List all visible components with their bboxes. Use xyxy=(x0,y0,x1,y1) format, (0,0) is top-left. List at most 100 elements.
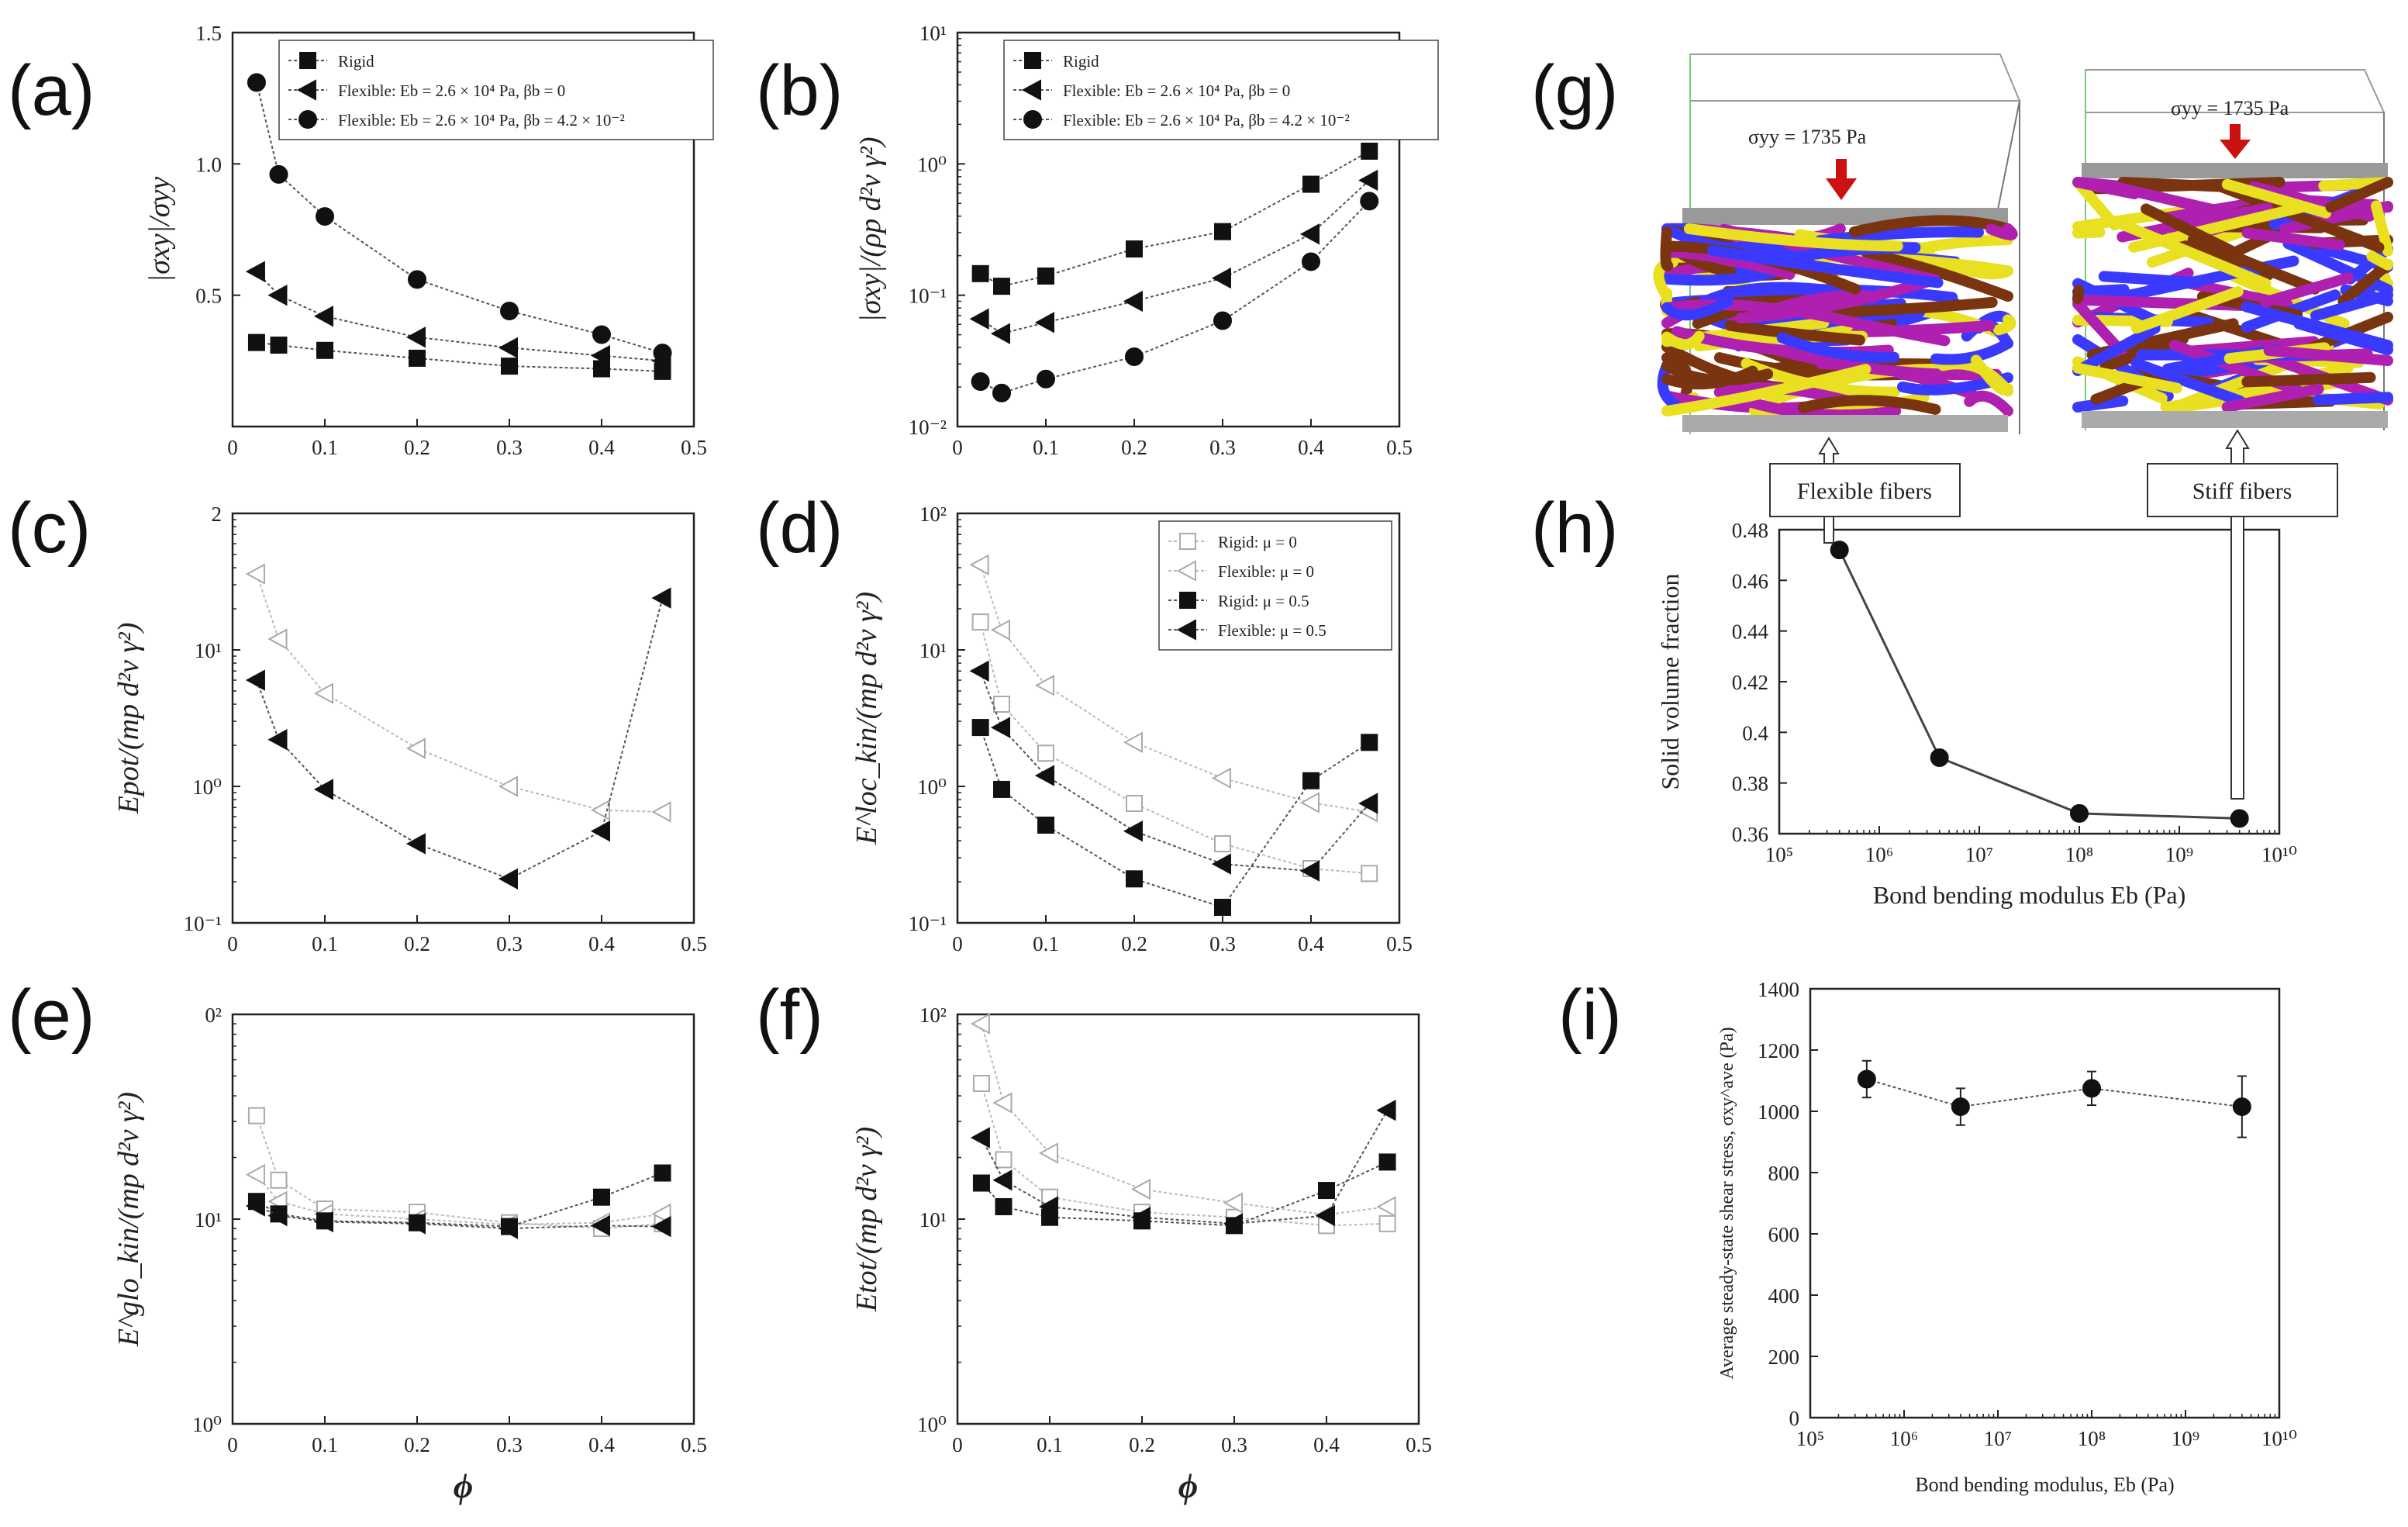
data-point xyxy=(2230,809,2249,828)
data-point xyxy=(992,1092,1013,1114)
y-tick-label: 10⁰ xyxy=(192,1413,222,1436)
fiber xyxy=(1724,320,1865,346)
series-0 xyxy=(247,333,671,380)
data-point xyxy=(408,270,426,289)
series-line xyxy=(1866,1078,2242,1108)
left-fiber-bundle xyxy=(1653,215,2018,421)
chart-d: 0 0.1 0.2 0.3 0.4 0.5 10⁻¹ 10⁰ 10¹ 10² E^loc_kin/(… xyxy=(850,503,1413,955)
x-tick-label: 0.1 xyxy=(312,1433,338,1456)
data-point xyxy=(1318,1182,1335,1200)
y-tick-label: 2 xyxy=(212,503,223,526)
y-tick-label: 10⁻¹ xyxy=(184,912,222,935)
data-point xyxy=(1378,1153,1396,1171)
data-point xyxy=(1123,731,1143,753)
data-point xyxy=(972,1174,990,1192)
y-tick-label: 10¹ xyxy=(919,1208,947,1232)
y-tick-label: 10⁰ xyxy=(192,776,222,799)
x-tick-label: 0.2 xyxy=(404,932,430,955)
y-axis-title: |σxy|/(ρp d²v γ²) xyxy=(854,136,887,322)
legend-marker xyxy=(1021,79,1041,101)
fiber xyxy=(2072,284,2130,298)
y-tick-label: 10² xyxy=(919,503,947,526)
series-1 xyxy=(969,169,1378,344)
data-point xyxy=(651,1215,671,1238)
data-point xyxy=(1376,1100,1396,1121)
data-point xyxy=(1299,223,1320,245)
right-fiber-bundle xyxy=(2072,177,2393,413)
data-point xyxy=(593,1188,610,1206)
x-tick-label: 0.2 xyxy=(1121,932,1147,955)
data-point xyxy=(1130,1207,1151,1228)
series-3 xyxy=(969,660,1378,882)
panel-label-i: (i) xyxy=(1558,976,1622,1055)
data-point xyxy=(405,1213,426,1235)
fiber xyxy=(1797,395,1941,415)
data-point xyxy=(316,207,334,226)
fiber xyxy=(2141,203,2242,259)
legend-label: Rigid xyxy=(1063,52,1099,71)
fiber xyxy=(2187,234,2320,295)
x-axis-title: Bond bending modulus Eb (Pa) xyxy=(1873,881,2186,909)
chart-b: 0 0.1 0.2 0.3 0.4 0.5 10⁻² 10⁻¹ 10⁰ 10¹ |σxy|/(ρp … xyxy=(854,22,1439,459)
fiber xyxy=(2370,200,2393,257)
panel-label-f: (f) xyxy=(756,976,823,1055)
fiber xyxy=(1985,223,2018,240)
data-point xyxy=(1211,267,1231,289)
x-tick-label: 10⁹ xyxy=(2165,843,2193,866)
data-point xyxy=(1360,192,1379,211)
data-point xyxy=(651,801,671,823)
data-point xyxy=(651,587,671,609)
data-point xyxy=(1930,748,1949,767)
left-stress-label: σyy = 1735 Pa xyxy=(1748,126,1867,148)
panel-label-b: (b) xyxy=(756,51,843,130)
fiber xyxy=(2312,392,2393,406)
data-point xyxy=(2070,803,2089,823)
fiber xyxy=(2263,344,2393,366)
fiber xyxy=(2072,323,2161,377)
y-axis-title: E^glo_kin/(mp d²v γ²) xyxy=(112,1092,145,1347)
y-tick-label: 0.46 xyxy=(1732,569,1768,592)
x-tick-label: 0 xyxy=(952,932,963,955)
data-point xyxy=(1126,794,1143,812)
legend-marker xyxy=(1179,592,1196,609)
data-point xyxy=(1302,772,1320,789)
x-tick-label: 0.3 xyxy=(496,932,523,955)
legend-box xyxy=(1003,40,1439,140)
fiber xyxy=(1661,299,1861,329)
x-tick-label: 10⁵ xyxy=(1765,843,1793,866)
chart-i: 10⁵ 10⁶ 10⁷ 10⁸ 10⁹ 10¹⁰ 0 200 400 600 800 1000 1200… xyxy=(1717,978,2297,1496)
legend-label: Flexible: Eb = 2.6 × 10⁴ Pa, βb = 0 xyxy=(338,81,565,100)
x-tick-label: 0.5 xyxy=(681,932,707,955)
plot-frame xyxy=(956,512,1401,924)
data-point xyxy=(1223,1213,1243,1235)
data-point xyxy=(498,868,518,890)
fiber xyxy=(1743,396,1902,421)
x-tick-label: 0.1 xyxy=(1033,932,1059,955)
x-tick-label: 10¹⁰ xyxy=(2261,1427,2297,1450)
fiber xyxy=(2072,396,2129,413)
data-point xyxy=(313,779,333,800)
legend-label: Rigid: μ = 0 xyxy=(1218,533,1297,551)
data-point xyxy=(592,325,611,344)
data-point xyxy=(313,1211,333,1233)
data-point xyxy=(1213,311,1232,330)
data-point xyxy=(972,1075,990,1093)
y-tick-label: 1000 xyxy=(1758,1100,1799,1124)
flexible-fibers-label: Flexible fibers xyxy=(1797,478,1932,504)
data-point xyxy=(1034,675,1054,696)
legend-box xyxy=(1158,520,1392,651)
x-tick-label: 10⁸ xyxy=(2065,843,2093,866)
x-tick-label: 0.3 xyxy=(1209,436,1236,459)
data-point xyxy=(1037,369,1055,389)
fiber xyxy=(2098,271,2203,288)
x-tick-label: 10⁶ xyxy=(1865,843,1893,866)
data-point xyxy=(247,73,266,92)
data-point xyxy=(405,738,426,759)
data-point xyxy=(992,1169,1013,1191)
legend-marker xyxy=(298,110,317,129)
plot-frame xyxy=(1778,528,2281,835)
fiber xyxy=(1661,295,1734,321)
y-axis-title: Epot/(mp d²v γ²) xyxy=(112,623,145,815)
data-point xyxy=(269,164,288,184)
